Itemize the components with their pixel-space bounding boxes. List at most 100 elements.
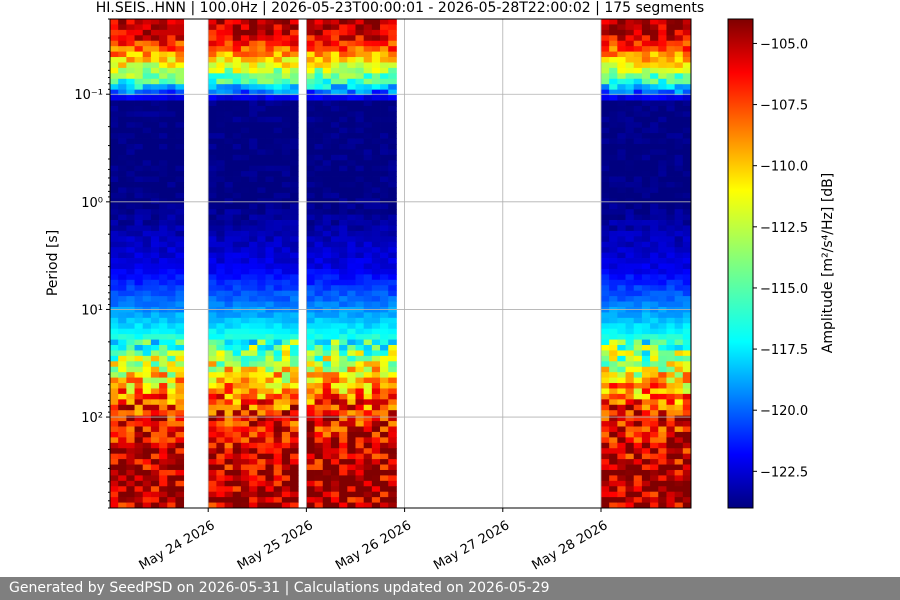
psd-cell <box>617 274 626 281</box>
psd-cell <box>110 182 119 188</box>
psd-cell <box>216 111 225 118</box>
psd-cell <box>355 453 365 460</box>
psd-cell <box>666 306 676 313</box>
psd-cell <box>330 149 340 156</box>
psd-cell <box>249 399 258 406</box>
psd-cell <box>257 323 266 330</box>
colorbar-tick-label: −120.0 <box>760 404 808 419</box>
psd-cell <box>175 192 185 199</box>
psd-cell <box>216 89 225 96</box>
psd-cell <box>666 214 676 221</box>
psd-cell <box>290 149 299 156</box>
psd-cell <box>347 431 356 438</box>
psd-cell <box>150 84 160 91</box>
psd-cell <box>666 51 676 58</box>
psd-cell <box>600 464 610 471</box>
psd-cell <box>216 410 225 417</box>
psd-cell <box>388 437 397 444</box>
psd-cell <box>388 133 397 139</box>
psd-cell <box>118 187 127 194</box>
psd-cell <box>600 214 610 221</box>
psd-cell <box>159 448 168 455</box>
psd-cell <box>273 480 283 487</box>
psd-cell <box>625 274 635 281</box>
psd-cell <box>658 339 667 346</box>
psd-cell <box>167 274 176 281</box>
psd-cell <box>617 453 626 460</box>
psd-cell <box>380 149 389 156</box>
psd-cell <box>249 442 258 449</box>
psd-cell <box>249 78 258 85</box>
psd-cell <box>314 247 324 254</box>
psd-cell <box>625 192 635 199</box>
psd-cell <box>240 29 250 36</box>
psd-cell <box>257 138 266 145</box>
psd-cell <box>216 62 225 69</box>
psd-cell <box>257 209 266 215</box>
psd-cell <box>322 399 332 406</box>
psd-cell <box>339 301 348 308</box>
psd-cell <box>633 111 643 118</box>
psd-cell <box>257 480 266 487</box>
psd-cell <box>633 241 643 248</box>
psd-cell <box>208 252 217 259</box>
psd-cell <box>126 296 135 302</box>
psd-cell <box>330 57 340 63</box>
psd-cell <box>175 24 185 31</box>
psd-cell <box>380 236 389 243</box>
psd-cell <box>641 290 651 297</box>
psd-cell <box>641 198 651 205</box>
psd-cell <box>609 410 618 417</box>
psd-cell <box>159 154 168 161</box>
psd-cell <box>142 46 152 52</box>
psd-cell <box>355 377 365 384</box>
psd-cell <box>347 127 356 134</box>
psd-cell <box>265 263 275 270</box>
psd-cell <box>322 116 332 123</box>
psd-cell <box>633 296 643 302</box>
psd-cell <box>380 393 389 400</box>
psd-cell <box>650 154 659 161</box>
psd-cell <box>224 393 234 400</box>
psd-cell <box>175 154 185 161</box>
psd-cell <box>281 448 291 455</box>
psd-cell <box>134 171 144 177</box>
psd-cell <box>232 100 242 107</box>
psd-cell <box>363 122 373 129</box>
psd-cell <box>363 236 373 243</box>
psd-cell <box>609 361 618 368</box>
psd-cell <box>363 279 373 286</box>
psd-cell <box>175 339 185 346</box>
psd-cell <box>159 393 168 400</box>
psd-cell <box>617 165 626 172</box>
psd-cell <box>388 279 397 286</box>
psd-cell <box>208 437 217 444</box>
psd-cell <box>682 95 692 101</box>
psd-cell <box>249 328 258 335</box>
psd-cell <box>641 29 651 36</box>
psd-cell <box>159 236 168 243</box>
psd-cell <box>134 502 144 509</box>
psd-cell <box>600 312 610 319</box>
psd-cell <box>249 225 258 232</box>
psd-cell <box>126 149 135 156</box>
psd-cell <box>175 122 185 129</box>
psd-cell <box>240 24 250 31</box>
psd-cell <box>249 366 258 373</box>
psd-cell <box>666 459 676 465</box>
psd-cell <box>208 78 217 85</box>
x-tick-label: May 28 2026 <box>529 518 610 573</box>
psd-cell <box>208 89 217 96</box>
psd-cell <box>658 421 667 427</box>
psd-cell <box>314 464 324 471</box>
psd-cell <box>126 355 135 362</box>
psd-cell <box>159 165 168 172</box>
psd-cell <box>290 350 299 357</box>
psd-cell <box>682 345 692 351</box>
psd-cell <box>306 448 315 455</box>
psd-cell <box>339 149 348 156</box>
colorbar-tick-label: −115.0 <box>760 282 808 297</box>
psd-cell <box>175 323 185 330</box>
psd-cell <box>216 51 225 58</box>
psd-cell <box>658 431 667 438</box>
